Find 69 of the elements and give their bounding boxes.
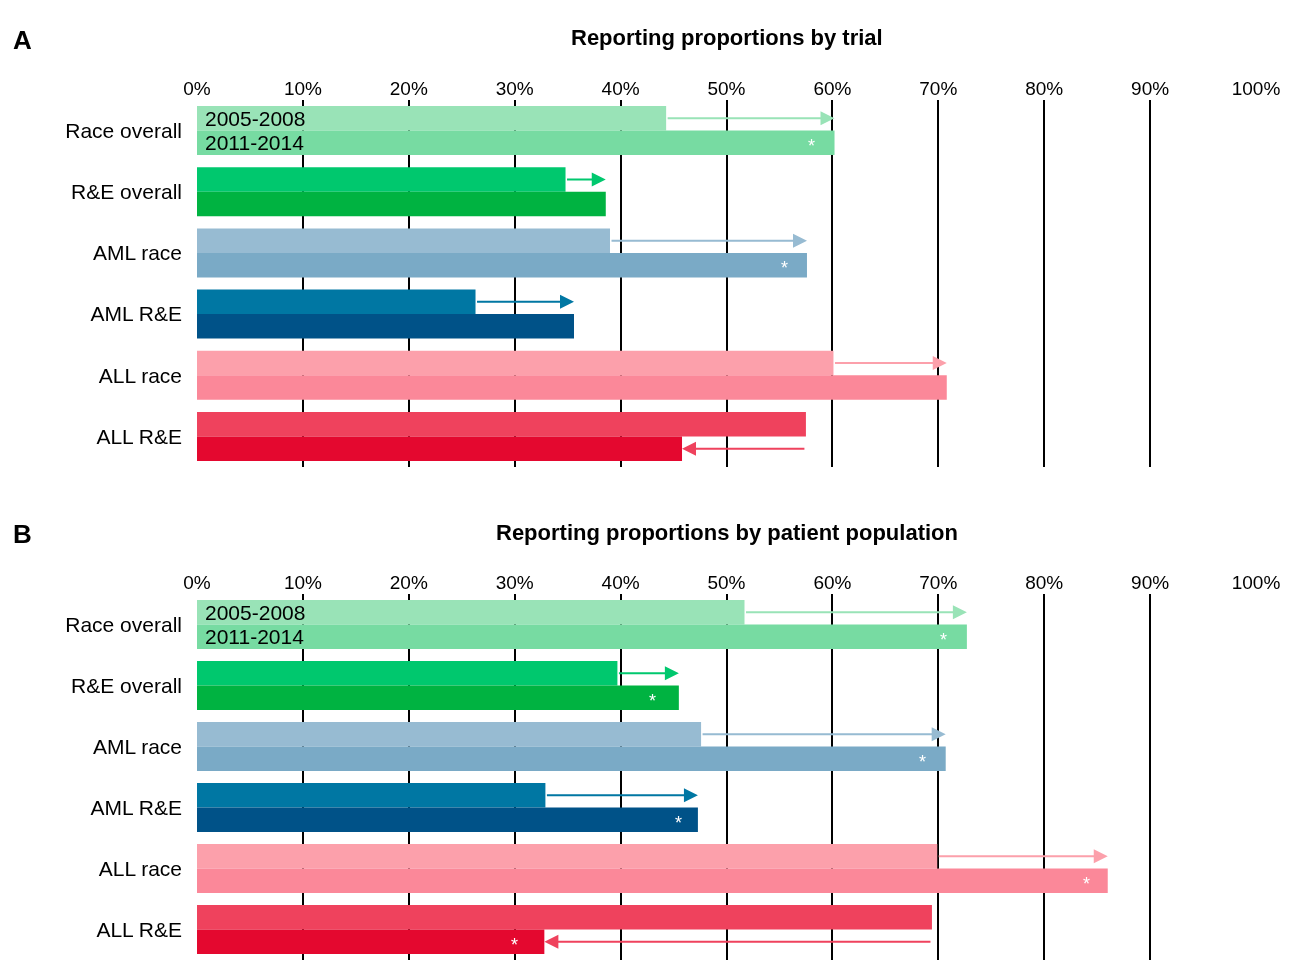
series-label: 2005-2008 — [205, 601, 306, 624]
x-tick-label: 30% — [495, 78, 534, 100]
bar — [197, 624, 967, 649]
bar — [197, 375, 947, 400]
x-tick-label: 100% — [1231, 78, 1281, 100]
series-label: 2011-2014 — [205, 131, 305, 154]
series-label: 2011-2014 — [205, 625, 305, 648]
text: B — [13, 519, 32, 549]
y-tick-label: R&E overall — [71, 180, 182, 204]
x-tick-label: 70% — [919, 78, 958, 100]
series-label: 2005-2008 — [205, 107, 306, 130]
x-tick-label: 20% — [389, 78, 428, 100]
x-tick-label: 0% — [183, 572, 211, 594]
annotation: * — [511, 935, 519, 955]
y-tick-label: ALL race — [98, 363, 182, 387]
bar — [197, 868, 1108, 893]
text: A — [13, 25, 32, 55]
bar — [197, 411, 806, 437]
bar — [197, 191, 606, 217]
annotation: * — [649, 691, 657, 711]
bar — [197, 807, 698, 832]
bar — [197, 685, 679, 710]
bar — [197, 130, 835, 156]
y-tick-label: AML R&E — [90, 795, 182, 819]
annotation: * — [808, 136, 816, 156]
bar — [197, 722, 702, 747]
bar — [197, 661, 618, 686]
x-tick-label: 80% — [1025, 572, 1064, 594]
x-tick-label: 40% — [601, 78, 640, 100]
bar — [197, 314, 574, 339]
bar — [197, 350, 834, 376]
y-tick-label: AML R&E — [90, 302, 182, 326]
y-tick-label: ALL R&E — [96, 917, 182, 941]
x-tick-label: 30% — [495, 572, 534, 594]
y-tick-label: AML race — [92, 734, 182, 758]
x-tick-label: 10% — [283, 78, 323, 100]
x-tick-label: 70% — [919, 572, 958, 594]
annotation: * — [781, 258, 789, 278]
bar — [197, 106, 667, 131]
bar — [197, 844, 938, 869]
annotation: * — [919, 752, 927, 772]
chart-title: Reporting proportions by trial — [571, 25, 883, 50]
y-tick-label: ALL R&E — [96, 424, 182, 448]
x-tick-label: 90% — [1131, 78, 1170, 100]
bar — [197, 783, 546, 808]
annotation: * — [940, 630, 948, 650]
y-tick-label: Race overall — [65, 612, 182, 636]
bar — [197, 746, 946, 771]
annotation: * — [675, 813, 683, 833]
x-tick-label: 60% — [813, 572, 852, 594]
x-tick-label: 50% — [707, 78, 746, 100]
bar — [197, 252, 807, 278]
chart-title: Reporting proportions by patient population — [496, 520, 958, 545]
y-tick-label: ALL race — [98, 856, 182, 880]
bar — [197, 905, 932, 930]
x-tick-label: 10% — [283, 572, 323, 594]
x-tick-label: 60% — [813, 78, 852, 100]
bar — [197, 228, 611, 253]
x-tick-label: 100% — [1231, 572, 1281, 594]
x-tick-label: 20% — [389, 572, 428, 594]
x-tick-label: 50% — [707, 572, 746, 594]
x-tick-label: 80% — [1025, 78, 1064, 100]
x-tick-label: 90% — [1131, 572, 1170, 594]
x-tick-label: 40% — [601, 572, 640, 594]
y-tick-label: AML race — [92, 241, 182, 265]
y-tick-label: Race overall — [65, 118, 182, 142]
annotation: * — [1083, 874, 1091, 894]
x-tick-label: 0% — [183, 78, 211, 100]
y-tick-label: R&E overall — [71, 673, 182, 697]
